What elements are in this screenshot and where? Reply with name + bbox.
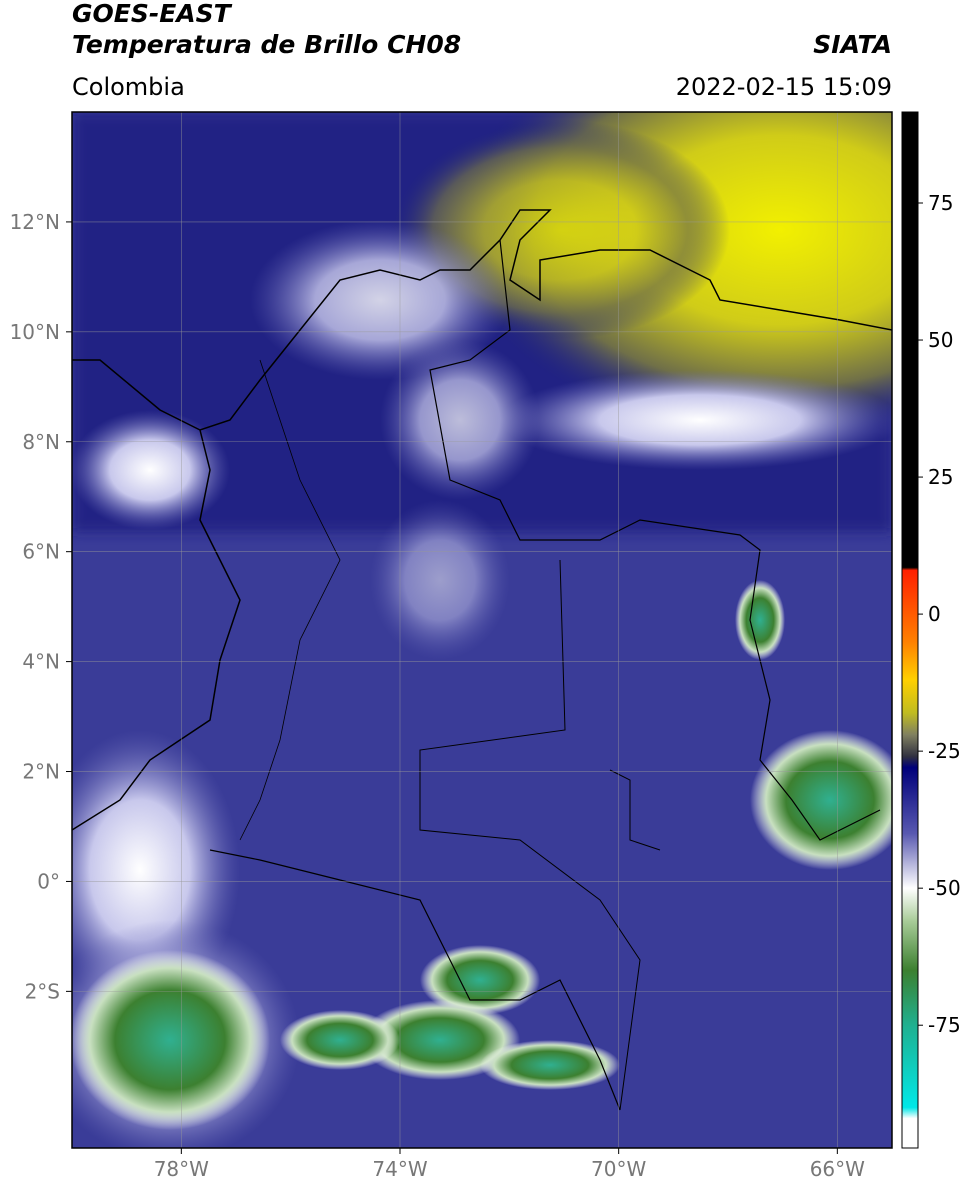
y-tick-label: 6°N [22, 540, 60, 564]
title-line: GOES-EAST [72, 0, 233, 28]
y-tick-label: 4°N [22, 650, 60, 674]
y-tick-label: 0° [37, 869, 60, 893]
x-tick-label: 70°W [591, 1157, 646, 1181]
y-tick-label: 2°S [25, 979, 60, 1003]
timestamp: 2022-02-15 15:09 [676, 73, 892, 101]
y-tick-label: 10°N [10, 320, 60, 344]
y-tick-label: 2°N [22, 760, 60, 784]
x-tick-label: 78°W [154, 1157, 209, 1181]
imagery [72, 112, 892, 1148]
map-frame [71, 111, 893, 1149]
colorbar-tick-label: -25 [928, 739, 961, 763]
x-tick-label: 66°W [810, 1157, 865, 1181]
source: SIATA [813, 30, 892, 59]
colorbar-tick-label: 0 [928, 602, 941, 626]
y-tick-label: 12°N [10, 210, 60, 234]
colorbar-tick-label: 25 [928, 465, 953, 489]
y-tick-label: 8°N [22, 430, 60, 454]
x-tick-label: 74°W [372, 1157, 427, 1181]
colorbar-tick-label: -50 [928, 876, 961, 900]
colorbar-tick-label: 50 [928, 328, 953, 352]
region: Colombia [72, 73, 185, 101]
colorbar-tick-label: 75 [928, 191, 953, 215]
title-line: Temperatura de Brillo CH08 [72, 30, 461, 59]
colorbar-tick-label: -75 [928, 1013, 961, 1037]
colorbar [901, 111, 919, 1149]
